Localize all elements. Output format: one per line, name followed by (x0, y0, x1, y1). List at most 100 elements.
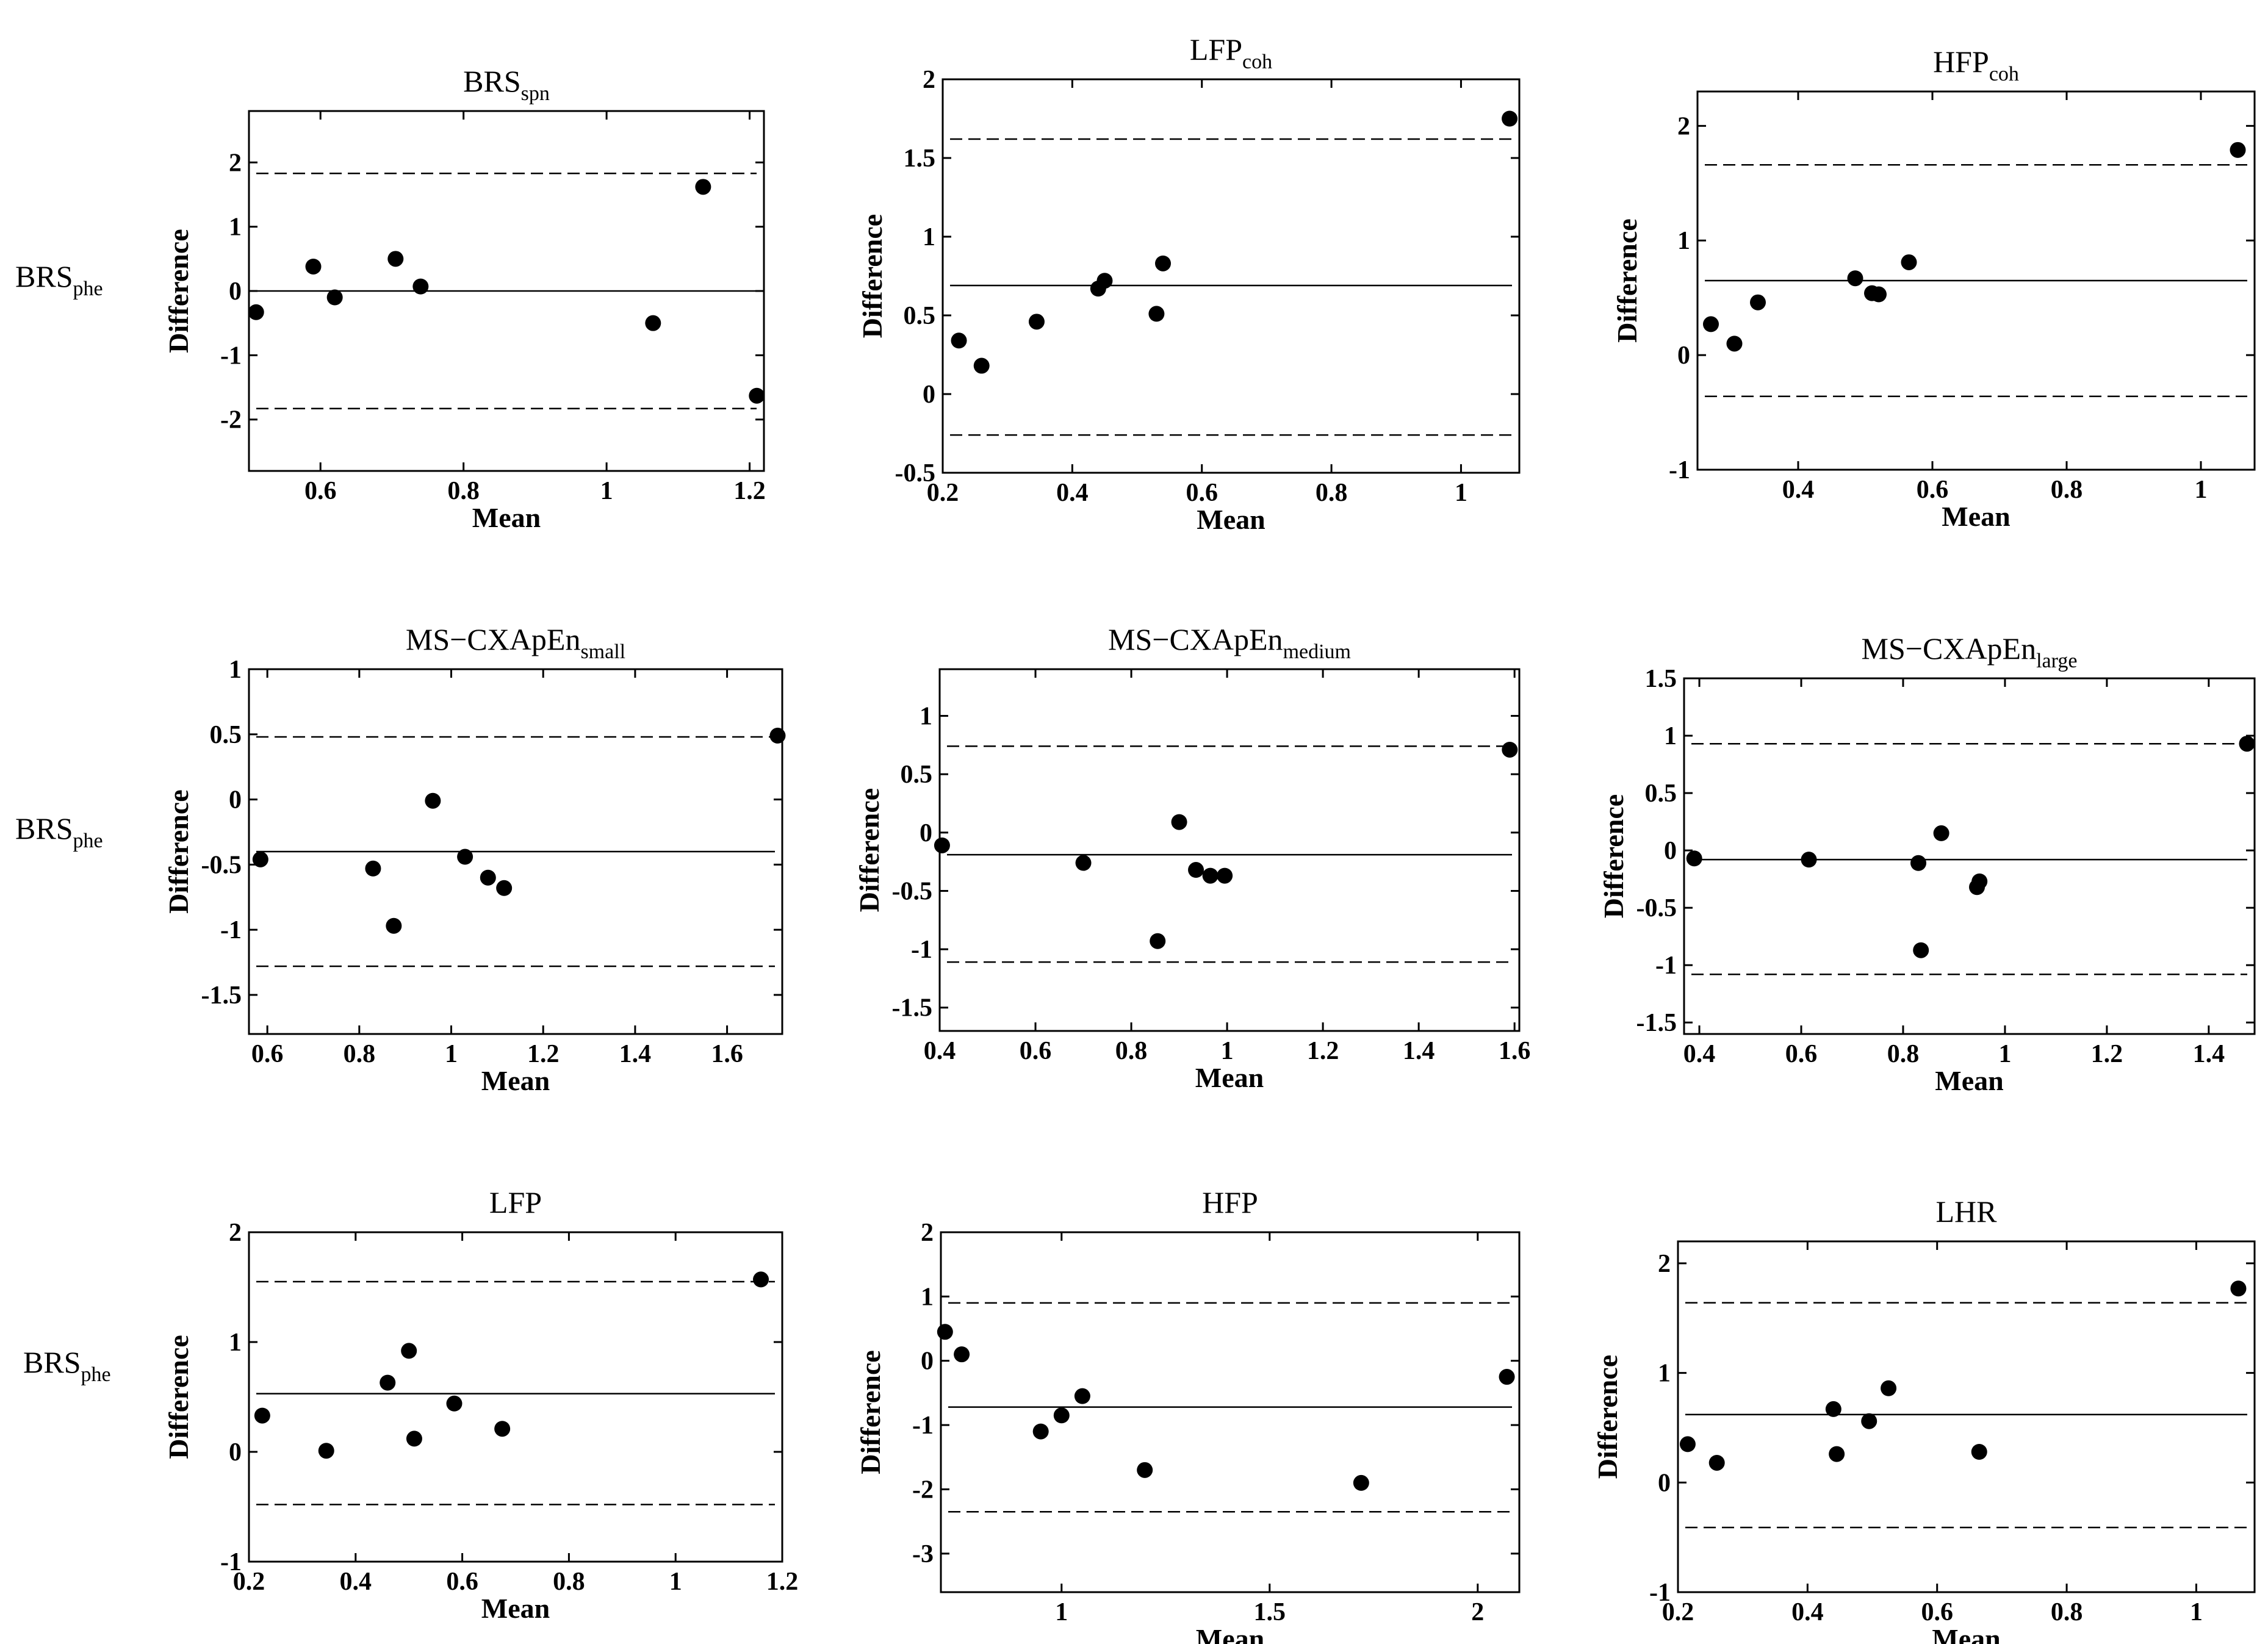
x-tick-label: 1.2 (1307, 1037, 1339, 1065)
x-tick-label: 0.4 (1683, 1040, 1716, 1068)
y-tick-label: 0.5 (1645, 780, 1677, 808)
data-point (254, 1407, 270, 1424)
chart-title-subscript: small (580, 641, 625, 663)
y-tick-label: 0 (1677, 342, 1690, 370)
data-point (1686, 850, 1702, 867)
data-point (1703, 316, 1719, 332)
chart-title-subscript: large (2036, 650, 2077, 672)
data-point (1499, 1369, 1515, 1385)
y-tick-label: 0.5 (901, 761, 933, 789)
data-point (1171, 814, 1187, 830)
chart-title-main: MS−CXApEn (406, 622, 581, 656)
data-point (1750, 294, 1766, 310)
y-tick-label: -0.5 (895, 459, 936, 487)
y-tick-label: -1.5 (892, 994, 933, 1022)
x-tick-label: 0.6 (446, 1568, 478, 1596)
x-tick-label: 1 (1455, 479, 1467, 507)
x-tick-label: 1.2 (766, 1568, 799, 1596)
data-point (386, 917, 402, 934)
data-point (1913, 942, 1929, 958)
y-tick-label: 2 (923, 66, 935, 94)
data-point (446, 1395, 463, 1412)
chart-title-subscript: spn (521, 82, 550, 105)
x-tick-label: 0.4 (1791, 1598, 1824, 1626)
y-tick-label: -1 (1669, 456, 1690, 484)
x-tick-label: 1.4 (1403, 1037, 1435, 1065)
chart-title-main: MS−CXApEn (1862, 631, 2037, 666)
y-tick-label: 0 (229, 278, 242, 306)
row-label-1: BRSphe (15, 259, 103, 300)
x-axis-label: Mean (1935, 1065, 2003, 1096)
data-point (494, 1421, 511, 1437)
data-point (951, 332, 967, 349)
data-point (2239, 736, 2255, 752)
y-axis-label: Difference (1611, 218, 1643, 342)
data-point (2230, 1280, 2247, 1297)
chart-panel-9: LHR 0.2 0.4 0.6 0.8 1 -1 0 1 2 Mean Difference (1592, 1194, 2256, 1644)
x-tick-label: 1 (1055, 1598, 1068, 1626)
data-point (1032, 1423, 1049, 1440)
data-point (1502, 110, 1518, 127)
chart-panel-1: BRSspn 0.6 0.8 1 1.2 -2 -1 0 1 2 Mean Difference (163, 64, 766, 533)
data-point (365, 860, 381, 877)
y-tick-label: -1.5 (201, 982, 242, 1010)
data-point (318, 1443, 334, 1459)
x-tick-label: 1.6 (711, 1040, 743, 1068)
x-tick-label: 0.4 (340, 1568, 372, 1596)
y-tick-label: -1.5 (1636, 1009, 1677, 1037)
axes-frame (1683, 677, 2256, 1035)
x-tick-label: 0.8 (553, 1568, 585, 1596)
y-tick-label: -3 (912, 1540, 934, 1568)
y-tick-label: -1 (220, 342, 242, 370)
y-tick-label: 0 (1658, 1469, 1671, 1497)
axes-frame (941, 78, 1521, 474)
chart-panel-8: HFP 1 1.5 2 -3 -2 -1 0 1 2 Mean Difference (855, 1185, 1521, 1644)
y-tick-label: 1.5 (1645, 665, 1677, 693)
y-tick-label: -0.5 (201, 851, 242, 879)
y-tick-label: 1 (1677, 227, 1690, 255)
data-point (1829, 1446, 1845, 1462)
y-axis-label: Difference (1592, 1355, 1623, 1479)
data-point (1074, 1388, 1090, 1404)
y-axis-label: Difference (1598, 794, 1629, 918)
data-point (1901, 254, 1917, 270)
data-point (248, 304, 264, 320)
x-tick-label: 0.6 (1917, 476, 1949, 504)
x-tick-label: 0.6 (1186, 479, 1218, 507)
y-tick-label: 0 (229, 786, 242, 814)
chart-panel-5: MS−CXApEnmedium 0.4 0.6 0.8 1 1.2 1.4 1.6 -1.5 -1… (854, 622, 1530, 1093)
x-axis-label: Mean (1196, 1623, 1264, 1644)
axes-frame (1696, 90, 2256, 471)
y-tick-label: 0 (1664, 837, 1677, 865)
y-tick-label: 1 (229, 1329, 242, 1357)
chart-title: HFPcoh (1933, 45, 2019, 85)
x-axis-label: Mean (472, 502, 541, 533)
y-tick-label: 2 (1677, 112, 1690, 140)
chart-panel-2: LFPcoh 0.2 0.4 0.6 0.8 1 -0.5 0 0.5 1 1.5 2 Mean Diff… (857, 32, 1521, 535)
y-tick-label: 1 (229, 656, 242, 684)
x-tick-label: 0.2 (1662, 1598, 1694, 1626)
y-tick-label: 2 (921, 1219, 934, 1247)
chart-title: MS−CXApEnsmall (406, 622, 625, 663)
y-tick-label: -1 (1655, 952, 1677, 980)
y-tick-label: 0.5 (210, 721, 242, 749)
chart-panel-4: MS−CXApEnsmall 0.6 0.8 1 1.2 1.4 1.6 -1.5 -1 -0.5… (163, 622, 786, 1096)
x-tick-label: 1.6 (1499, 1037, 1531, 1065)
data-point (1053, 1407, 1070, 1424)
data-point (425, 792, 441, 809)
y-tick-label: -1 (220, 1548, 242, 1576)
x-tick-label: 1 (600, 477, 613, 505)
chart-title: MS−CXApEnmedium (1108, 622, 1351, 663)
data-point (496, 880, 513, 896)
y-tick-label: 1 (920, 703, 932, 731)
data-point (1155, 255, 1172, 271)
data-point (1861, 1413, 1877, 1429)
data-point (1971, 1444, 1987, 1460)
data-point (380, 1374, 396, 1391)
chart-title-subscript: coh (1242, 51, 1272, 73)
chart-title: BRSspn (463, 64, 550, 105)
data-point (1353, 1474, 1369, 1491)
data-point (1871, 286, 1887, 303)
y-axis-label: Difference (854, 788, 885, 912)
x-tick-label: 0.8 (2051, 476, 2083, 504)
